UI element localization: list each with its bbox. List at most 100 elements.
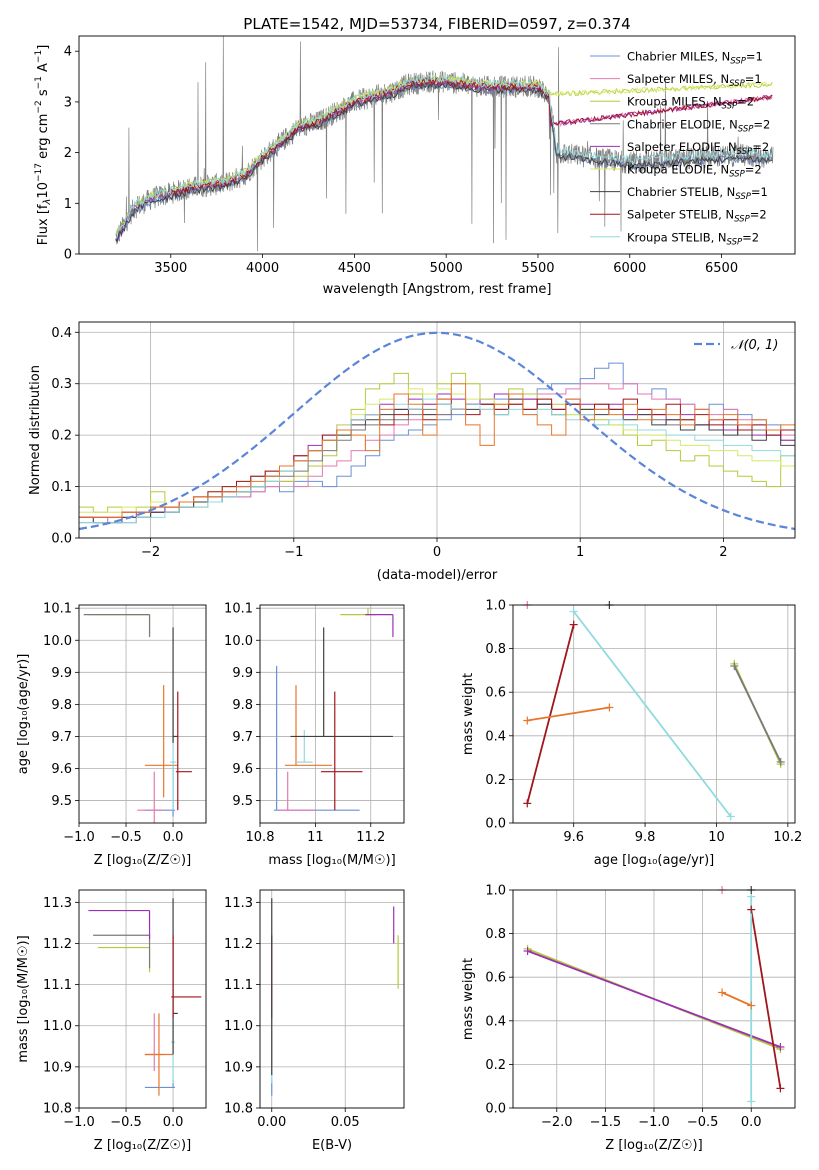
panel-weight_vs_age: 9.6 9.8 10 10.2 0.0 0.2 0.4 0.6 0.8 1.0 age [log₁₀… — [461, 599, 802, 869]
plot-area-weight_vs_age — [513, 605, 795, 823]
gaussian-curve — [79, 331, 795, 531]
y-tick-label: 9.6 — [51, 762, 72, 777]
y-tick-label: 0.6 — [485, 686, 506, 701]
y-axis-label: Normed distribution — [28, 365, 43, 495]
figure-title: PLATE=1542, MJD=53734, FIBERID=0597, z=0… — [243, 15, 630, 33]
y-axis-label-part: ] — [36, 45, 51, 50]
x-tick-label: 3500 — [154, 261, 187, 276]
legend-label-tail: =2 — [745, 163, 762, 177]
y-axis-label: age [log₁₀(age/yr)] — [16, 654, 31, 775]
axes-frame — [259, 604, 405, 824]
y-axis-label-part: −1 — [34, 50, 44, 63]
panel-spectrum: 3500 4000 4500 5000 5500 6000 6500 0 1 2 3 4 wavelen… — [34, 35, 796, 297]
legend-label: Kroupa STELIB, NSSP=2 — [627, 230, 759, 247]
x-tick-label: 6000 — [613, 261, 646, 276]
axes-frame — [259, 889, 405, 1109]
x-tick-label: −1.0 — [63, 830, 95, 845]
x-tick-label: 5500 — [521, 261, 554, 276]
x-tick-label: −1.5 — [590, 1115, 622, 1130]
legend-label: Chabrier STELIB, NSSP=1 — [627, 185, 768, 202]
x-tick-label: 0.0 — [741, 1115, 762, 1130]
legend-label-sub: SSP — [735, 192, 751, 202]
y-tick-label: 0.2 — [485, 773, 506, 788]
weight-line — [527, 950, 781, 1048]
legend-label-name: Salpeter MILES, N — [627, 72, 729, 86]
axes-frame — [512, 604, 796, 824]
y-tick-label: 11.0 — [43, 1019, 72, 1034]
plot-area-mass_vs_ebv — [260, 890, 404, 1108]
panel-mass_vs_Z: −1.0 −0.5 0.0 10.8 10.9 11.0 11.1 11.2 11.3 Z [lo… — [16, 889, 207, 1153]
x-tick-label: −1.0 — [638, 1115, 670, 1130]
y-axis-label: mass weight — [461, 958, 476, 1040]
legend-label: Kroupa MILES, NSSP=2 — [627, 95, 754, 112]
weight-line — [526, 624, 575, 804]
x-axis-label: age [log₁₀(age/yr)] — [594, 853, 715, 868]
x-tick-label: 0.0 — [163, 830, 184, 845]
y-tick-label: 0.4 — [51, 326, 72, 341]
y-tick-label: 1.0 — [485, 599, 506, 614]
y-tick-label: 11.1 — [224, 978, 253, 993]
x-axis-label: E(B-V) — [312, 1138, 352, 1153]
legend-label-tail: =1 — [746, 50, 763, 64]
y-tick-label: 11.1 — [43, 978, 72, 993]
legend-label: Salpeter STELIB, NSSP=2 — [627, 208, 767, 225]
x-tick-label: −1.0 — [63, 1115, 95, 1130]
y-tick-label: 9.8 — [51, 698, 72, 713]
y-tick-label: 0.0 — [485, 817, 506, 832]
y-tick-label: 11.3 — [224, 896, 253, 911]
legend-label-tail: =2 — [753, 117, 770, 131]
plot-area-age_vs_Z — [79, 605, 206, 823]
axes-frame — [78, 889, 207, 1109]
y-tick-label: 10.9 — [224, 1060, 253, 1075]
y-axis-label: mass [log₁₀(M/M☉)] — [16, 935, 31, 1062]
y-tick-label: 9.7 — [51, 730, 72, 745]
x-tick-label: 2 — [719, 545, 727, 560]
axes-frame — [512, 889, 796, 1109]
spectrum-model-line — [115, 80, 773, 244]
axes-frame — [78, 604, 207, 824]
x-tick-label: 10.2 — [773, 830, 802, 845]
x-tick-label: −2 — [141, 545, 160, 560]
x-tick-label: −0.5 — [687, 1115, 719, 1130]
y-tick-label: 0.1 — [51, 480, 72, 495]
legend-label-name: Chabrier STELIB, N — [627, 185, 735, 199]
y-tick-label: 0.3 — [51, 377, 72, 392]
y-axis-label-part: erg cm — [36, 114, 51, 163]
y-tick-label: 10.1 — [43, 602, 72, 617]
legend-label: Chabrier ELODIE, NSSP=2 — [627, 117, 770, 134]
legend-label: Chabrier MILES, NSSP=1 — [627, 50, 763, 67]
x-tick-label: 5000 — [430, 261, 463, 276]
y-tick-label: 0.6 — [485, 971, 506, 986]
legend-label-sub: SSP — [729, 79, 745, 89]
histogram-series — [79, 383, 795, 518]
legend-label-tail: =2 — [742, 230, 759, 244]
y-tick-label: 10.0 — [43, 634, 72, 649]
x-tick-label: 10 — [708, 830, 725, 845]
x-tick-label: 4000 — [246, 261, 279, 276]
legend-label: Kroupa ELODIE, NSSP=2 — [627, 163, 762, 180]
spectrum-model-line — [115, 74, 773, 235]
legend-label-sub: SSP — [737, 147, 753, 157]
y-tick-label: 10.8 — [224, 1102, 253, 1117]
axes-frame — [78, 321, 796, 539]
legend-label-tail: =1 — [751, 185, 768, 199]
legend-label-sub: SSP — [738, 124, 754, 134]
legend-label-name: Kroupa ELODIE, N — [627, 163, 729, 177]
panel-weight_vs_Z: −2.0 −1.5 −1.0 −0.5 0.0 0.0 0.2 0.4 0.6 0.8 1.0 Z [… — [461, 884, 796, 1153]
y-tick-label: 9.7 — [232, 730, 253, 745]
y-tick-label: 0.0 — [485, 1102, 506, 1117]
legend-label: Salpeter ELODIE, NSSP=2 — [627, 140, 769, 157]
x-tick-label: 0.0 — [163, 1115, 184, 1130]
legend-label-sub: SSP — [734, 215, 750, 225]
x-axis-label: (data-model)/error — [377, 568, 498, 583]
weight-line — [750, 909, 782, 1089]
y-tick-label: 10.0 — [224, 634, 253, 649]
legend-label-sub: SSP — [729, 170, 745, 180]
legend-label: 𝒩(0, 1) — [731, 338, 778, 353]
x-axis-label: Z [log₁₀(Z/Z☉)] — [605, 1138, 702, 1153]
plot-area-spectrum — [115, 36, 774, 252]
legend-label-sub: SSP — [730, 57, 746, 67]
x-tick-label: 6500 — [705, 261, 738, 276]
